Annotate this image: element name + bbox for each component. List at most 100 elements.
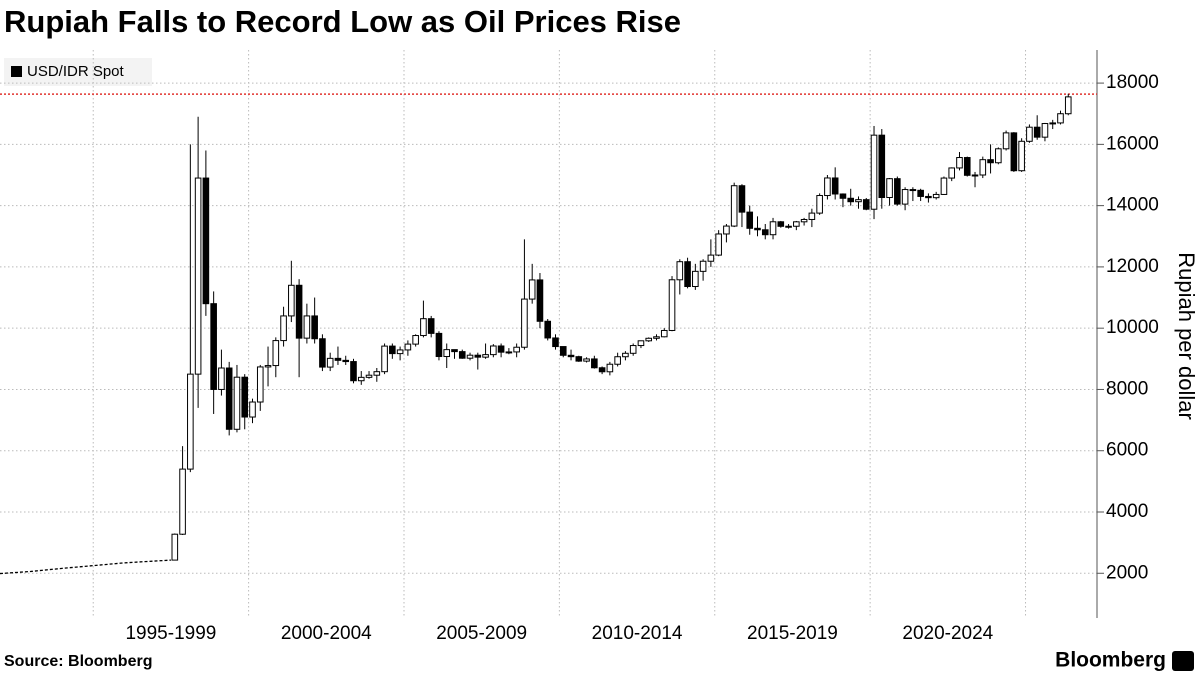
y-tick-label: 10000 — [1106, 317, 1159, 338]
candle-body — [676, 261, 684, 281]
candle-body — [194, 177, 202, 375]
candle-body — [816, 195, 823, 214]
candle-body — [474, 354, 482, 358]
chart-title: Rupiah Falls to Record Low as Oil Prices… — [4, 4, 681, 39]
candle-body — [256, 366, 264, 403]
candle-body — [979, 159, 987, 176]
candle-body — [917, 189, 924, 197]
candle-body — [187, 373, 194, 470]
candle-body — [777, 221, 785, 227]
y-tick-label: 2000 — [1106, 562, 1148, 583]
candle-body — [839, 193, 847, 199]
candle-body — [303, 315, 311, 339]
candle-body — [622, 352, 629, 358]
candle-body — [241, 376, 249, 418]
candle-body — [412, 335, 419, 345]
candle-body — [886, 178, 893, 199]
candle-body — [824, 177, 831, 197]
candle-body — [280, 315, 287, 342]
candle-body — [396, 349, 404, 355]
candle-body — [490, 345, 497, 356]
candle-body — [987, 159, 994, 164]
candle-body — [699, 260, 707, 272]
candle-body — [1057, 113, 1064, 124]
candle-body — [738, 185, 746, 213]
price-line — [0, 559, 171, 575]
candle-body — [1041, 123, 1049, 138]
candle-body — [218, 367, 225, 390]
legend-swatch — [11, 66, 22, 77]
candle-body — [909, 189, 917, 192]
candle-body — [668, 279, 676, 331]
candle-body — [295, 284, 303, 339]
candle-body — [1010, 132, 1018, 172]
candle-body — [171, 533, 179, 561]
candle-body — [637, 340, 645, 347]
candle-body — [575, 356, 583, 362]
legend: USD/IDR Spot — [4, 58, 152, 86]
candle-body — [995, 148, 1002, 164]
y-tick-label: 14000 — [1106, 195, 1159, 216]
candle-body — [730, 185, 738, 227]
candle-body — [443, 349, 451, 358]
candle-body — [707, 254, 715, 262]
candle-body — [466, 354, 474, 359]
x-tick-label: 2015-2019 — [747, 623, 838, 644]
candle-body — [249, 401, 256, 418]
candle-body — [567, 354, 575, 358]
y-tick-label: 4000 — [1106, 501, 1148, 522]
y-tick-label: 8000 — [1106, 378, 1148, 399]
candle-body — [1026, 126, 1033, 142]
x-tick-label: 2010-2014 — [592, 623, 683, 644]
candle-body — [878, 134, 886, 199]
candle-body — [862, 199, 870, 210]
candle-body — [264, 365, 272, 368]
candle-body — [451, 349, 458, 353]
candle-body — [715, 233, 722, 256]
candle-body — [808, 212, 816, 220]
candle-body — [932, 193, 940, 199]
y-tick-label: 16000 — [1106, 133, 1159, 154]
legend-label: USD/IDR Spot — [27, 63, 125, 80]
y-tick-label: 18000 — [1106, 72, 1159, 93]
candle-body — [723, 225, 730, 235]
candle-body — [521, 298, 528, 348]
y-axis-label: Rupiah per dollar — [1174, 252, 1199, 420]
candle-body — [606, 363, 614, 373]
candle-body — [225, 367, 233, 430]
candle-body — [956, 157, 963, 169]
candle-body — [179, 468, 186, 535]
candle-body — [559, 346, 567, 356]
candle-body — [334, 357, 342, 361]
legend-box — [4, 58, 152, 86]
candle-body — [311, 315, 318, 340]
candle-body — [513, 346, 520, 353]
y-tick-label: 6000 — [1106, 440, 1148, 461]
candle-body — [458, 351, 466, 359]
candle-body — [598, 367, 606, 373]
candle-body — [901, 189, 909, 205]
candle-body — [319, 338, 326, 368]
candle-body — [202, 177, 210, 305]
x-tick-label: 2005-2009 — [436, 623, 527, 644]
candle-body — [427, 318, 435, 334]
candle-body — [591, 358, 598, 369]
candle-body — [746, 211, 754, 229]
candle-body — [381, 345, 388, 373]
candle-body — [785, 225, 792, 228]
candle-body — [971, 174, 979, 177]
x-tick-label: 2000-2004 — [281, 623, 372, 644]
candle-body — [831, 177, 839, 195]
candle-body — [350, 361, 357, 382]
x-tick-label: 2020-2024 — [902, 623, 993, 644]
candle-body — [645, 337, 653, 342]
candle-body — [684, 261, 691, 288]
candle-body — [536, 279, 544, 322]
candle-body — [653, 336, 660, 339]
candle-body — [497, 345, 505, 353]
candle-body — [761, 229, 769, 236]
candle-body — [940, 177, 948, 195]
candle-body — [210, 303, 217, 390]
candle-body — [583, 358, 590, 362]
